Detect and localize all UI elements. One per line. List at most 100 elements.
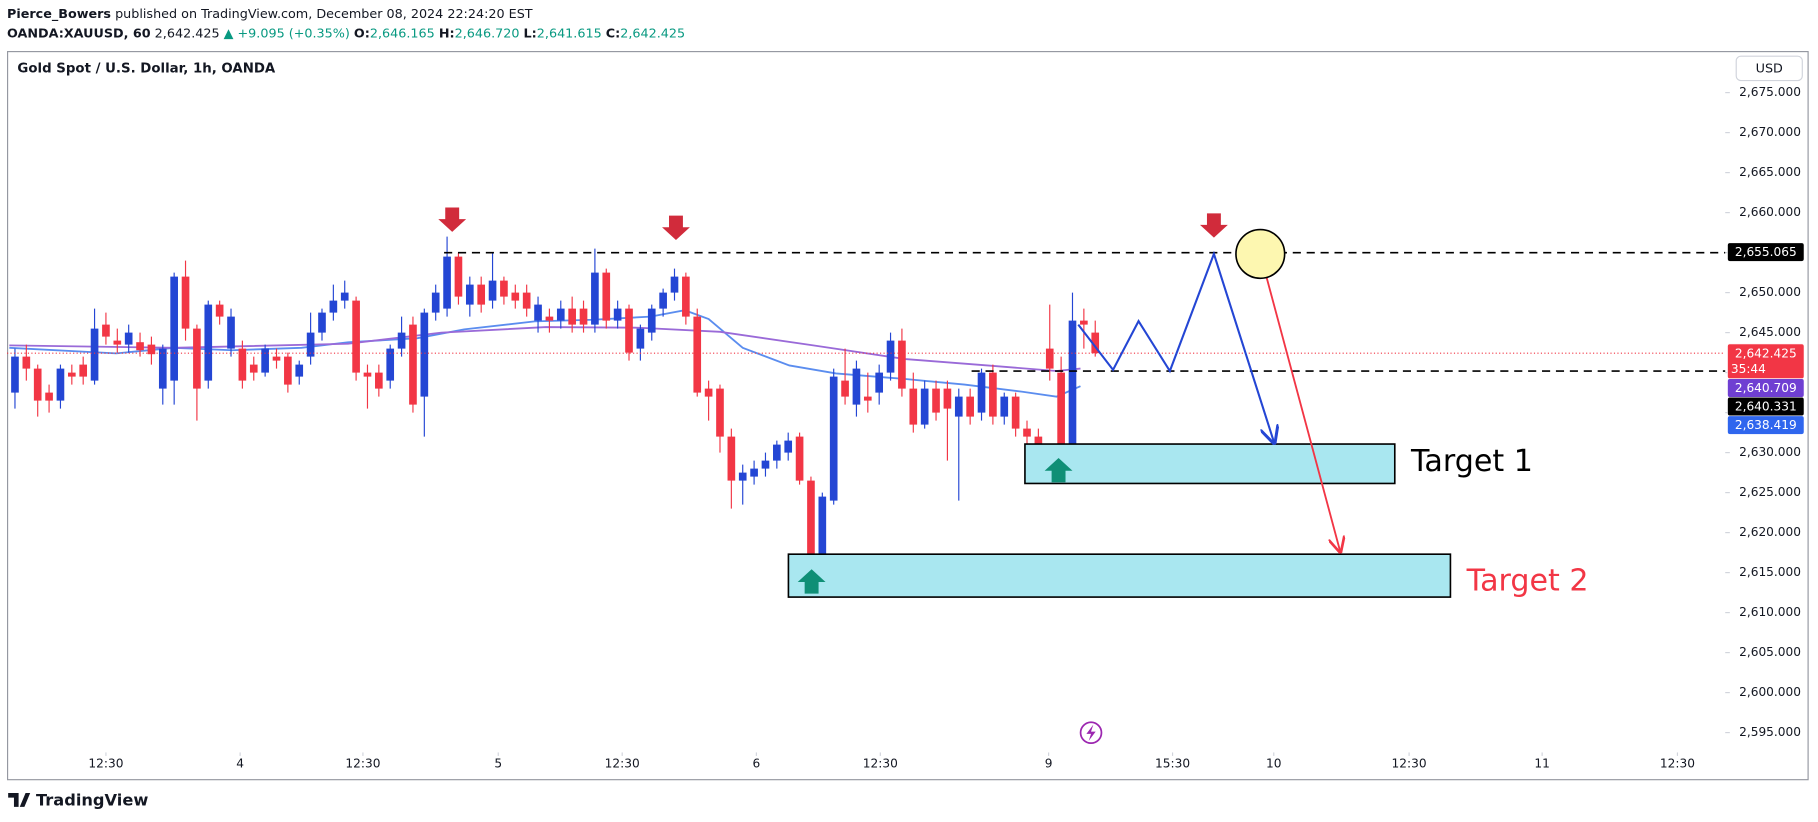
currency-box[interactable]: [1735, 55, 1803, 82]
price-tag-label: 2,638.419: [1735, 418, 1797, 432]
down-arrow: [438, 207, 467, 232]
candle-body: [750, 468, 758, 477]
price-tag-label: 2,642.425: [1735, 346, 1797, 360]
y-tick-label: 2,670.000: [1739, 125, 1801, 139]
published: published on TradingView.com, December 0…: [115, 6, 533, 21]
x-tick-label: 12:30: [1392, 757, 1427, 771]
candle-body: [249, 364, 258, 373]
candle-body: [534, 304, 542, 321]
candle-body: [409, 324, 417, 405]
candle-body: [556, 308, 565, 321]
target-label: Target 2: [1466, 564, 1589, 599]
candle-body: [1080, 320, 1088, 325]
up-arrow: [797, 569, 826, 594]
down-arrow: [662, 215, 690, 240]
candle-body: [158, 348, 167, 389]
candle-body: [613, 308, 622, 321]
candle-body: [852, 368, 861, 405]
y-tick-label: 2,645.000: [1739, 325, 1801, 339]
candle-body: [386, 348, 395, 381]
highlight-circle: [1235, 228, 1286, 280]
candle-body: [886, 340, 895, 373]
candle-body: [716, 388, 724, 437]
candle-body: [477, 284, 486, 305]
logo-icon: [8, 793, 31, 807]
candle-body: [1000, 396, 1009, 417]
ohlc-label: H:: [439, 26, 455, 41]
candle-body: [272, 356, 281, 361]
y-tick-label: 2,625.000: [1739, 485, 1801, 499]
candle-body: [420, 312, 429, 397]
target-zone: [1024, 443, 1396, 485]
candle-body: [22, 356, 31, 369]
x-tick-label: 4: [236, 757, 244, 771]
ohlc-value: 2,642.425: [620, 26, 685, 41]
candle-body: [670, 276, 679, 293]
event-icon-bolt: [1086, 724, 1096, 741]
candle-body: [90, 328, 99, 381]
candle-body: [284, 356, 292, 385]
header-line-1: Pierce_Bowers published on TradingView.c…: [7, 6, 533, 21]
ohlc-value: 2,646.165: [370, 26, 435, 41]
chart-title: Gold Spot / U.S. Dollar, 1h, OANDA: [17, 61, 275, 76]
candle-body: [1068, 320, 1077, 445]
ohlc-label: O:: [354, 26, 370, 41]
candle-body: [147, 344, 156, 355]
candle-body: [625, 308, 633, 353]
candle-body: [500, 280, 508, 297]
candle-body: [454, 256, 463, 297]
y-tick-label: 2,630.000: [1739, 445, 1801, 459]
candle-body: [1057, 372, 1065, 445]
y-tick-label: 2,665.000: [1739, 165, 1801, 179]
candle-body: [170, 276, 178, 381]
candle-body: [204, 304, 213, 381]
candle-body: [807, 480, 815, 569]
projection-arrow: [1259, 253, 1340, 552]
x-tick-label: 6: [753, 757, 761, 771]
candle-body: [738, 472, 747, 481]
candle-body: [443, 256, 451, 309]
x-tick-label: 9: [1045, 757, 1053, 771]
currency: USD: [1756, 61, 1783, 76]
ohlc-label: L:: [524, 26, 537, 41]
candle-body: [795, 436, 804, 481]
candle-body: [363, 372, 372, 377]
drawings: Target 1 Target 2: [438, 207, 1726, 745]
candle-body: [1034, 436, 1043, 445]
price-tag-countdown: 35:44: [1731, 362, 1766, 376]
candle-body: [124, 332, 133, 345]
x-tick-label: 12:30: [88, 757, 123, 771]
candle-body: [488, 280, 497, 301]
candle-body: [397, 332, 406, 349]
brand: TradingView: [36, 791, 148, 810]
x-tick-label: 5: [494, 757, 502, 771]
candle-body: [295, 364, 304, 377]
ohlc-value: 2,646.720: [455, 26, 520, 41]
candle-body: [784, 440, 793, 453]
candle-body: [102, 324, 110, 337]
y-tick-label: 2,650.000: [1739, 285, 1801, 299]
candle-body: [602, 272, 611, 321]
candle-body: [215, 304, 224, 317]
candle-body: [898, 340, 906, 389]
candle-body: [11, 356, 19, 393]
candle-body: [79, 364, 88, 377]
last-price: 2,642.425: [155, 26, 220, 41]
y-tick-label: 2,600.000: [1739, 685, 1801, 699]
candle-body: [1011, 396, 1020, 429]
candle-body: [511, 292, 520, 301]
x-tick-label: 12:30: [605, 757, 640, 771]
candle-body: [329, 300, 338, 313]
candle-body: [943, 388, 952, 409]
candle-body: [227, 316, 235, 349]
up-arrow: [1044, 457, 1073, 483]
y-tick-label: 2,610.000: [1739, 605, 1801, 619]
x-tick-label: 15:30: [1155, 757, 1190, 771]
candle-body: [863, 396, 872, 401]
y-tick-label: 2,620.000: [1739, 525, 1801, 539]
candle-body: [193, 328, 201, 389]
candle-body: [932, 388, 940, 413]
candle-body: [761, 460, 770, 469]
ohlc-value: 2,641.615: [537, 26, 602, 41]
ohlc-label: C:: [606, 26, 620, 41]
